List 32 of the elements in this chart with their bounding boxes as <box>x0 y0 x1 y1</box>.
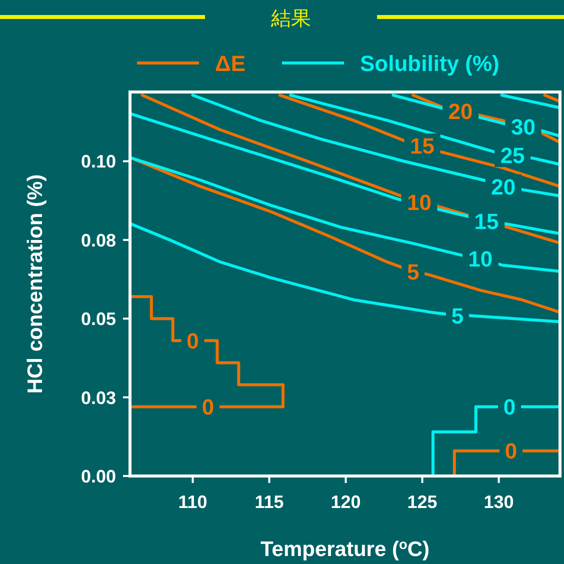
annotation: 0 <box>202 394 214 420</box>
annotation: 20 <box>448 98 473 124</box>
x-tick-label: 110 <box>178 492 208 512</box>
y-tick-label: 0.08 <box>80 230 116 250</box>
chart-title: 結果 <box>270 6 311 30</box>
x-tick-label: 115 <box>254 492 284 512</box>
line-series <box>392 94 562 138</box>
x-tick-label: 130 <box>484 492 514 512</box>
annotation: 5 <box>406 259 420 284</box>
y-tick-label: 0.10 <box>80 152 116 172</box>
annotation: 10 <box>406 190 432 216</box>
x-tick-label: 125 <box>407 492 438 512</box>
annotation: 0 <box>504 438 518 464</box>
line-series <box>140 94 562 245</box>
y-tick-label: 0.03 <box>80 388 116 408</box>
annotation: 15 <box>474 208 499 234</box>
annotation: 10 <box>468 246 493 272</box>
annotation: 0 <box>186 328 199 354</box>
annotation: 25 <box>500 142 525 168</box>
annotation: 30 <box>511 114 536 140</box>
annotation: 20 <box>491 174 516 200</box>
annotation: 5 <box>451 303 464 328</box>
y-tick-label: 0.05 <box>80 309 116 330</box>
line-series <box>289 94 562 166</box>
annotation: 15 <box>410 133 435 158</box>
legend-label: Solubility (%) <box>360 50 500 76</box>
y-tick-label: 0.00 <box>80 466 116 486</box>
legend-label: ΔE <box>215 50 246 76</box>
annotation: 0 <box>503 394 516 420</box>
x-axis-title: Temperature ($^{o}$C) <box>260 536 430 561</box>
y-axis-title: HCl concentration (%) <box>24 174 47 394</box>
x-tick-label: 120 <box>330 492 361 512</box>
